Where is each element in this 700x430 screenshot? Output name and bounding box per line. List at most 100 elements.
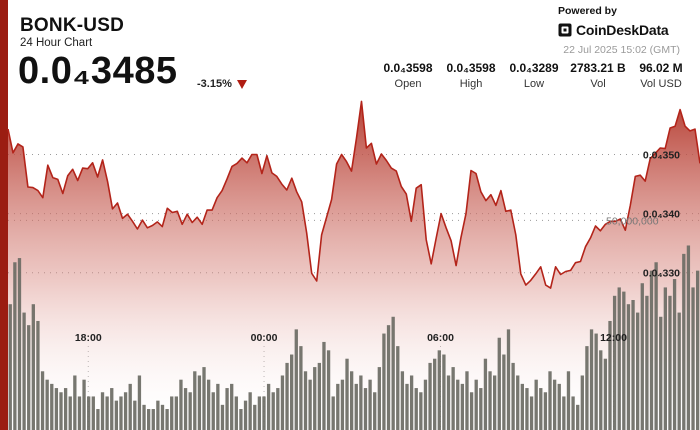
volume-bar [276,388,280,430]
volume-bar [437,350,441,430]
volume-bar [354,383,358,430]
volume-bar [119,396,123,430]
accent-bar [0,0,8,430]
volume-bar [465,371,469,430]
volume-bar [534,379,538,430]
x-tick-label: 00:00 [251,332,278,344]
volume-bar [59,392,63,430]
volume-bar [290,354,294,430]
stat-label: Low [523,78,545,90]
page-title: BONK-USD [20,15,124,36]
volume-bar [133,400,137,430]
volume-bar [31,304,35,430]
volume-bar [317,362,322,430]
volume-bar [608,320,612,430]
volume-bar [442,354,446,430]
volume-bar [257,396,262,430]
stat-label: Vol [590,78,606,90]
volume-bar [636,312,640,430]
volume-bar [188,392,192,430]
volume-bar [225,388,229,430]
volume-bar [543,392,548,430]
volume-bar [409,375,414,430]
powered-by-label: Powered by [558,5,617,17]
volume-bar [520,383,524,430]
volume-bar [631,300,635,430]
stat-label: High [459,78,483,90]
volume-tick-label: 50,000,000 [606,215,659,227]
volume-bar [193,371,197,430]
volume-bar [266,383,271,430]
volume-bar [308,379,312,430]
volume-bar [326,350,331,430]
x-tick-label: 18:00 [75,332,102,344]
stat-value: 0.0₄3289 [509,61,559,75]
volume-bar [640,283,644,430]
volume-bar [137,375,142,430]
volume-bar [405,383,409,430]
volume-bar [529,396,534,430]
volume-bar [474,379,478,430]
volume-bar [386,325,391,430]
volume-bar [87,396,91,430]
volume-bar [211,392,215,430]
volume-bar [654,262,658,430]
volume-bar [248,392,252,430]
stat-value: 96.02 M [639,61,683,75]
volume-bar [110,388,114,430]
volume-bar [299,346,303,430]
volume-bar [552,379,557,430]
volume-bar [243,400,248,430]
brand-logo[interactable]: CoinDeskData [558,22,669,38]
volume-bar [557,383,561,430]
volume-bar [63,388,68,430]
stat-high: 0.0₄3598 High [443,61,499,90]
volume-bar [234,396,238,430]
volume-bar [414,388,418,430]
volume-bar [331,396,335,430]
volume-bar [451,367,455,430]
volume-bar [691,287,695,430]
volume-bar [91,396,95,430]
volume-bar [456,379,460,430]
volume-bar [105,396,109,430]
volume-bar [645,295,649,430]
volume-bar [123,392,128,430]
volume-bar [663,287,668,430]
volume-bar [68,396,72,430]
volume-bar [377,367,381,430]
volume-bar [179,379,183,430]
stat-low: 0.0₄3289 Low [506,61,562,90]
volume-bar [216,383,220,430]
y-tick-label: 0.0₄350 [643,150,680,162]
volume-bar [8,304,12,430]
volume-bar [322,341,326,430]
volume-bar [479,388,483,430]
volume-bar [576,404,580,430]
volume-bar [359,375,363,430]
current-price: 0.0₄3485 [18,50,178,92]
volume-bar [506,329,511,430]
volume-bar [230,383,234,430]
volume-bar [668,295,672,430]
volume-bar [303,371,308,430]
volume-bar [349,371,354,430]
volume-bar [170,396,174,430]
volume-bar [400,371,405,430]
volume-bar [672,279,677,430]
volume-bar [594,333,598,430]
volume-bar [686,245,691,430]
volume-bar [239,409,243,430]
volume-bar [77,396,82,430]
volume-bar [253,404,257,430]
volume-bar [373,392,377,430]
volume-bar [396,346,400,430]
volume-bar [483,358,488,430]
volume-bar [603,358,608,430]
volume-bar [280,375,285,430]
volume-bar [114,400,119,430]
volume-bar [446,375,451,430]
timestamp: 22 Jul 2025 15:02 (GMT) [563,44,680,56]
volume-bar [391,316,395,430]
volume-bar [202,367,206,430]
